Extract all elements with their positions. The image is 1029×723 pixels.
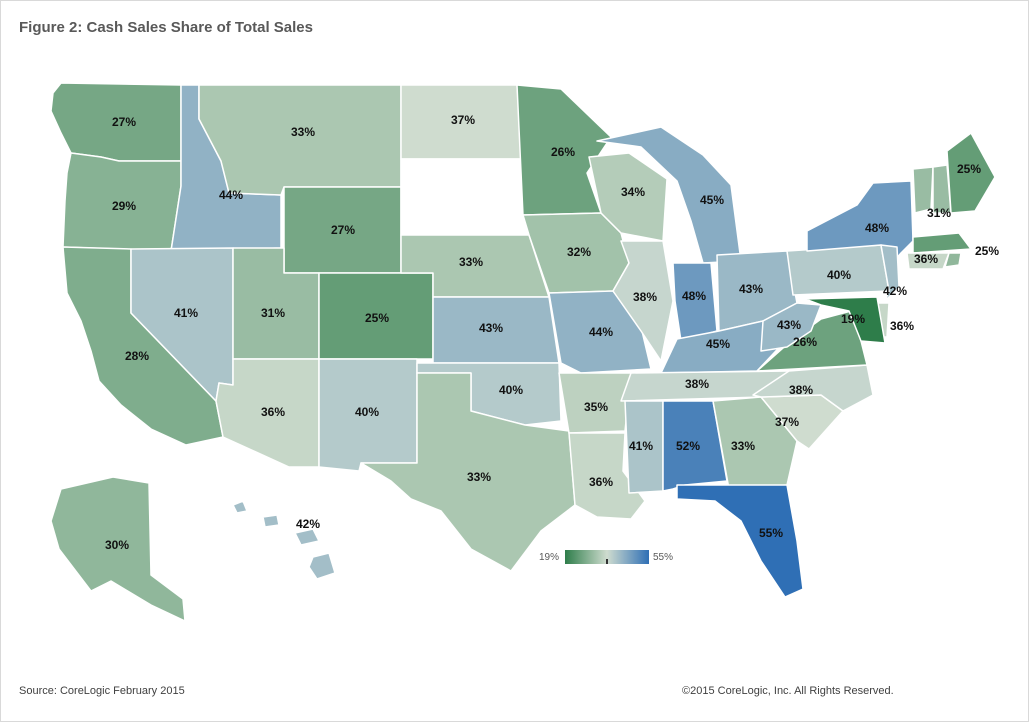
state-label-ak: 30%: [105, 538, 129, 552]
state-label-or: 29%: [112, 199, 136, 213]
state-label-va: 26%: [793, 335, 817, 349]
state-label-hi: 42%: [296, 517, 320, 531]
state-me: [946, 132, 996, 214]
state-label-al: 52%: [676, 439, 700, 453]
state-label-me: 25%: [957, 162, 981, 176]
state-label-az: 36%: [261, 405, 285, 419]
state-label-ma: 25%: [975, 244, 999, 258]
legend-mid-tick: [606, 559, 608, 564]
state-label-ok: 40%: [499, 383, 523, 397]
state-label-co: 25%: [365, 311, 389, 325]
state-label-oh: 43%: [739, 282, 763, 296]
state-mt: [198, 84, 402, 196]
state-la: [568, 432, 646, 520]
state-ma: [912, 232, 972, 254]
state-ga: [712, 396, 798, 490]
state-il: [612, 240, 674, 362]
state-labels: 27% 29% 28% 44% 41% 33% 27% 31% 36% 25% 40% 37% 33% 4…: [105, 113, 999, 552]
state-label-mn: 26%: [551, 145, 575, 159]
state-label-pa: 40%: [827, 268, 851, 282]
state-label-il: 38%: [633, 290, 657, 304]
state-fl: [676, 484, 804, 598]
state-wv: [760, 302, 822, 352]
state-label-in: 48%: [682, 289, 706, 303]
state-label-id: 44%: [219, 188, 243, 202]
state-label-de: 36%: [890, 319, 914, 333]
state-label-nm: 40%: [355, 405, 379, 419]
state-label-ny: 48%: [865, 221, 889, 235]
state-label-ut: 31%: [261, 306, 285, 320]
state-label-nv: 41%: [174, 306, 198, 320]
state-label-tn: 38%: [685, 377, 709, 391]
state-ak: [50, 476, 186, 622]
source-note: Source: CoreLogic February 2015: [19, 685, 185, 697]
legend-gradient-bar: [565, 550, 649, 564]
state-vt: [912, 166, 934, 214]
copyright-note: ©2015 CoreLogic, Inc. All Rights Reserve…: [682, 685, 894, 697]
state-tx: [360, 372, 576, 572]
state-label-la: 36%: [589, 475, 613, 489]
state-label-wy: 27%: [331, 223, 355, 237]
state-label-ms: 41%: [629, 439, 653, 453]
state-label-ct: 36%: [914, 252, 938, 266]
state-ri: [944, 252, 962, 268]
state-label-wa: 27%: [112, 115, 136, 129]
state-label-ks: 43%: [479, 321, 503, 335]
legend-min-label: 19%: [539, 552, 559, 563]
state-label-ca: 28%: [125, 349, 149, 363]
legend-max-label: 55%: [653, 552, 673, 563]
state-label-sc: 37%: [775, 415, 799, 429]
state-ct: [906, 252, 950, 270]
state-sd: [400, 158, 530, 236]
state-label-mo: 44%: [589, 325, 613, 339]
state-label-ga: 33%: [731, 439, 755, 453]
state-label-fl: 55%: [759, 526, 783, 540]
state-label-wv: 43%: [777, 318, 801, 332]
state-label-nj: 42%: [883, 284, 907, 298]
state-label-nc: 38%: [789, 383, 813, 397]
state-label-ia: 32%: [567, 245, 591, 259]
state-label-ky: 45%: [706, 337, 730, 351]
state-hi: [232, 500, 336, 580]
state-nc: [752, 364, 874, 412]
state-label-tx: 33%: [467, 470, 491, 484]
state-label-ar: 35%: [584, 400, 608, 414]
state-label-vt: 31%: [927, 206, 951, 220]
state-label-mi: 45%: [700, 193, 724, 207]
state-label-ne: 33%: [459, 255, 483, 269]
state-md: [804, 296, 886, 344]
figure-title: Figure 2: Cash Sales Share of Total Sale…: [19, 19, 313, 36]
state-nj: [880, 244, 900, 302]
state-label-md: 19%: [841, 312, 865, 326]
state-shapes: [50, 82, 996, 622]
state-label-wi: 34%: [621, 185, 645, 199]
state-label-nd: 37%: [451, 113, 475, 127]
state-label-mt: 33%: [291, 125, 315, 139]
legend: 19% 55%: [539, 550, 673, 564]
state-ar: [558, 372, 632, 434]
